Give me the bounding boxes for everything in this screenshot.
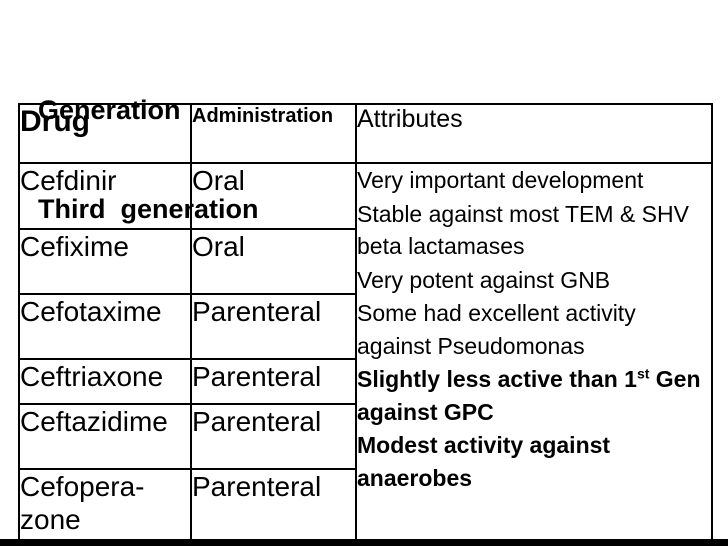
table-row-cefotaxime: Cefotaxime Parenteral <box>18 293 712 360</box>
drug-cell: Ceftriaxone <box>18 358 192 405</box>
attributes-column-header: Attributes <box>355 103 713 164</box>
table-row-cefdinir: Cefdinir Oral Very important development… <box>18 162 713 541</box>
table-header-row: Drug Administration Attributes <box>18 103 713 164</box>
attribute-line: Slightly less active than 1st Gen agains… <box>357 363 710 428</box>
superscript-st: st <box>636 365 650 382</box>
drug-cell: Cefotaxime <box>18 293 192 360</box>
administration-cell: Parenteral <box>190 468 357 541</box>
administration-cell: Oral <box>190 162 357 230</box>
administration-cell: Parenteral <box>190 358 357 405</box>
table-row-cefixime: Cefixime Oral <box>18 228 712 295</box>
bottom-black-bar <box>0 539 728 546</box>
administration-cell: Parenteral <box>190 293 357 360</box>
attribute-line: Some had excellent activity against Pseu… <box>357 300 636 359</box>
drug-table: Drug Administration Attributes Cefdinir … <box>18 103 713 541</box>
attribute-line-text: Gen against GPC <box>357 366 701 425</box>
attributes-cell: Very important development Stable agains… <box>355 162 713 541</box>
attribute-line: Stable against most TEM & SHV beta lacta… <box>357 200 689 260</box>
attribute-line: Modest activity against anaerobes <box>357 432 611 491</box>
attribute-line-text: Slightly less active than 1 <box>357 366 637 392</box>
drug-cell: Cefixime <box>18 228 192 295</box>
drug-cell: Cefopera-zone <box>18 468 192 541</box>
drug-cell: Ceftazidime <box>18 403 192 470</box>
administration-cell: Parenteral <box>190 403 357 470</box>
drug-column-header: Drug <box>18 103 192 164</box>
attribute-line: Very important development <box>357 167 644 193</box>
drug-cell: Cefdinir <box>18 162 192 230</box>
administration-cell: Oral <box>190 228 357 295</box>
administration-column-header: Administration <box>190 103 357 164</box>
table-row-ceftriaxone: Ceftriaxone Parenteral <box>18 358 712 405</box>
table-row-ceftazidime: Ceftazidime Parenteral <box>18 403 712 470</box>
attribute-line: Very potent against GNB <box>357 266 611 293</box>
